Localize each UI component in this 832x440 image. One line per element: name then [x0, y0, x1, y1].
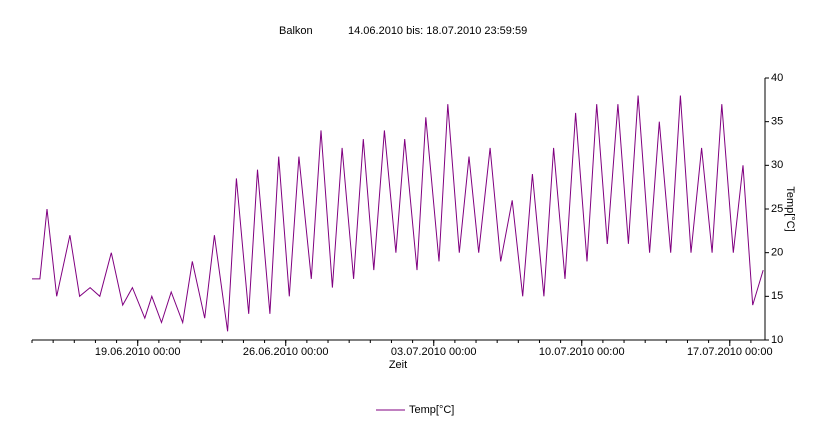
x-tick-label: 10.07.2010 00:00	[539, 346, 625, 358]
chart-title: Balkon	[279, 25, 313, 37]
x-tick-label: 03.07.2010 00:00	[391, 346, 477, 358]
legend-label: Temp[°C]	[409, 404, 454, 416]
data-line	[32, 95, 764, 332]
x-tick-label: 19.06.2010 00:00	[95, 346, 181, 358]
y-tick-label: 35	[771, 116, 783, 128]
y-tick-label: 10	[771, 334, 783, 346]
y-tick-label: 40	[771, 72, 783, 84]
y-axis-label: Temp[°C]	[784, 186, 796, 231]
y-tick-label: 20	[771, 247, 783, 259]
x-tick-label: 17.07.2010 00:00	[687, 346, 773, 358]
x-axis-label: Zeit	[389, 359, 407, 371]
chart-subtitle: 14.06.2010 bis: 18.07.2010 23:59:59	[348, 25, 527, 37]
x-tick-label: 26.06.2010 00:00	[243, 346, 329, 358]
y-tick-label: 15	[771, 290, 783, 302]
y-tick-label: 25	[771, 203, 783, 215]
y-tick-label: 30	[771, 159, 783, 171]
